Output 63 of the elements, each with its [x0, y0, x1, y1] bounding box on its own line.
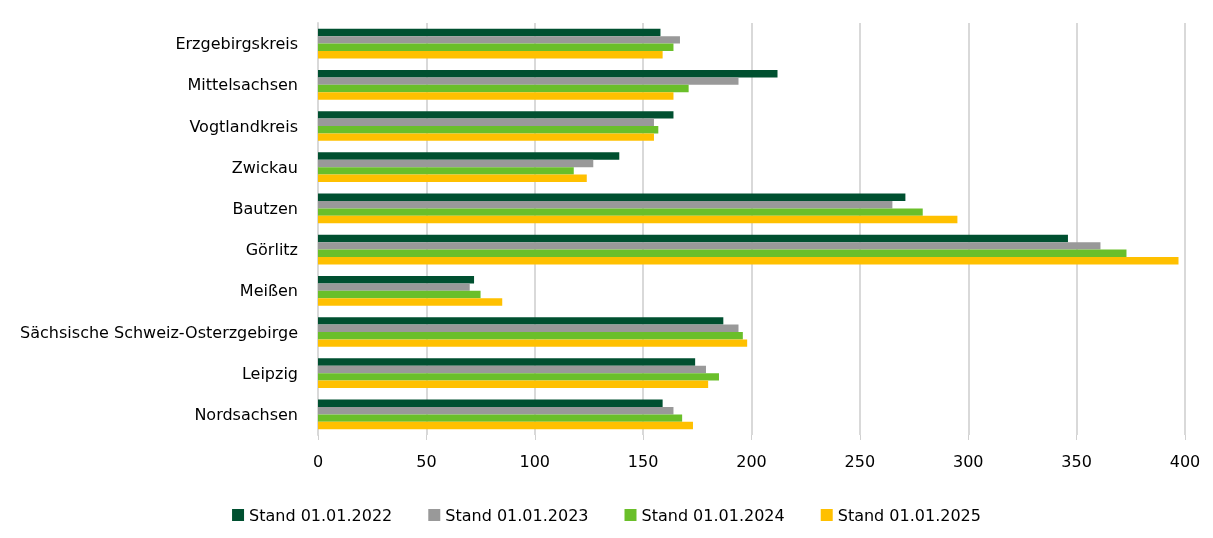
bar: [318, 332, 743, 340]
bar: [318, 84, 689, 93]
bar: [318, 92, 674, 100]
bar: [318, 290, 481, 299]
bar: [318, 43, 674, 52]
bar: [318, 77, 739, 85]
x-tick-label: 50: [416, 451, 437, 471]
bar: [318, 111, 674, 119]
x-tick-label: 300: [952, 451, 984, 471]
bar: [318, 358, 696, 366]
bar: [318, 283, 470, 291]
y-tick-label: Zwickau: [231, 157, 298, 177]
y-tick-label: Bautzen: [232, 198, 298, 218]
bar: [318, 159, 594, 168]
bar: [318, 324, 739, 332]
bar: [318, 118, 654, 126]
x-tick-label: 100: [519, 451, 551, 471]
bar: [318, 339, 748, 347]
legend-label: Stand 01.01.2025: [837, 505, 981, 525]
x-tick-label: 250: [844, 451, 876, 471]
bar: [318, 414, 683, 422]
y-tick-label: Görlitz: [245, 240, 298, 260]
bar: [318, 373, 719, 381]
bar: [318, 174, 587, 183]
bar: [318, 399, 663, 407]
bar: [318, 152, 620, 160]
bar: [318, 380, 709, 389]
bar: [318, 234, 1068, 243]
y-tick-label: Nordsachsen: [194, 404, 298, 424]
bar: [318, 275, 475, 284]
bar: [318, 167, 574, 175]
y-tick-label: Meißen: [239, 281, 298, 301]
y-tick-label: Vogtlandkreis: [189, 116, 298, 136]
bar: [318, 28, 661, 37]
bar: [318, 421, 693, 430]
bar: [318, 249, 1127, 258]
bar: [318, 200, 893, 209]
x-tick-label: 0: [312, 451, 324, 471]
bar: [318, 406, 674, 415]
bar: [318, 257, 1179, 265]
bar: [318, 365, 706, 374]
x-tick-label: 200: [736, 451, 767, 471]
x-tick-label: 350: [1061, 451, 1092, 471]
bar: [318, 126, 659, 134]
bar: [318, 36, 680, 44]
y-tick-label: Mittelsachsen: [187, 75, 298, 95]
x-tick-label: 150: [627, 451, 659, 471]
bar: [318, 133, 654, 141]
legend-label: Stand 01.01.2023: [445, 505, 589, 525]
y-tick-label: Leipzig: [241, 363, 298, 383]
bar: [318, 215, 958, 224]
bar: [318, 69, 778, 78]
y-tick-label: Sächsische Schweiz-Osterzgebirge: [20, 322, 298, 342]
bar: [318, 208, 923, 216]
legend-label: Stand 01.01.2024: [641, 505, 785, 525]
bar: [318, 317, 724, 325]
bar: [318, 193, 906, 201]
x-tick-label: 400: [1169, 451, 1201, 471]
bar: [318, 298, 503, 306]
y-tick-label: Erzgebirgskreis: [175, 34, 298, 54]
bar: [318, 51, 663, 59]
legend-label: Stand 01.01.2022: [249, 505, 393, 525]
bar: [318, 242, 1101, 250]
